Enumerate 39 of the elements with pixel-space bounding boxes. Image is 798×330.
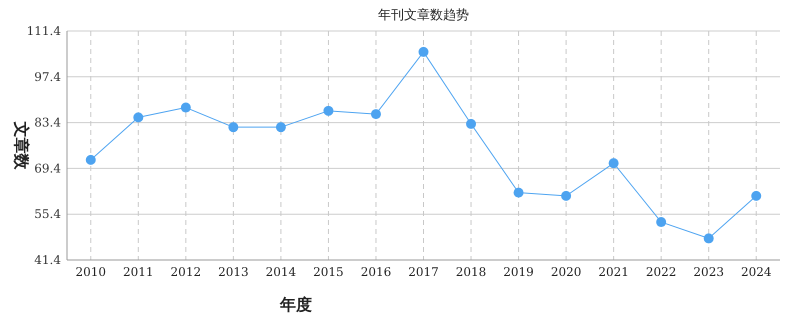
point bbox=[608, 158, 619, 168]
x-tick-label: 2019 bbox=[503, 265, 534, 279]
point bbox=[466, 118, 476, 129]
x-tick-label: 2015 bbox=[313, 265, 344, 279]
point bbox=[751, 190, 762, 201]
y-tick-label: 97.4 bbox=[34, 70, 62, 84]
point bbox=[86, 154, 96, 165]
x-tick-label: 2022 bbox=[646, 265, 676, 279]
point bbox=[370, 109, 381, 120]
point bbox=[514, 188, 524, 198]
x-tick-label: 2013 bbox=[218, 265, 249, 279]
y-tick-label: 111.4 bbox=[26, 24, 62, 38]
x-tick-label: 2011 bbox=[123, 265, 154, 279]
point bbox=[180, 102, 191, 113]
x-tick-label: 2018 bbox=[456, 265, 486, 279]
point bbox=[323, 106, 334, 116]
x-tick-label: 2024 bbox=[740, 265, 772, 279]
point bbox=[418, 46, 428, 57]
x-tick-label: 2017 bbox=[408, 265, 439, 279]
x-tick-label: 2020 bbox=[550, 265, 582, 279]
y-tick-label: 55.4 bbox=[34, 207, 62, 222]
x-tick-label: 2016 bbox=[360, 265, 392, 279]
point bbox=[656, 217, 666, 228]
x-tick-label: 2021 bbox=[598, 265, 629, 279]
point bbox=[704, 233, 714, 244]
x-tick-label: 2012 bbox=[170, 265, 202, 279]
y-axis-title: 文章数 bbox=[12, 120, 31, 170]
y-tick-label: 69.4 bbox=[34, 161, 62, 176]
y-tick-label: 41.4 bbox=[34, 253, 62, 267]
chart-title: 年刊文章数趋势 bbox=[378, 8, 469, 23]
x-axis-title: 年度 bbox=[279, 295, 312, 314]
x-tick-label: 2023 bbox=[693, 265, 724, 279]
x-tick-label: 2010 bbox=[75, 265, 106, 279]
x-tick-label: 2014 bbox=[266, 265, 297, 279]
point bbox=[133, 112, 144, 122]
point bbox=[228, 122, 238, 132]
y-tick-label: 83.4 bbox=[34, 116, 62, 130]
point bbox=[561, 190, 572, 201]
point bbox=[276, 122, 286, 132]
